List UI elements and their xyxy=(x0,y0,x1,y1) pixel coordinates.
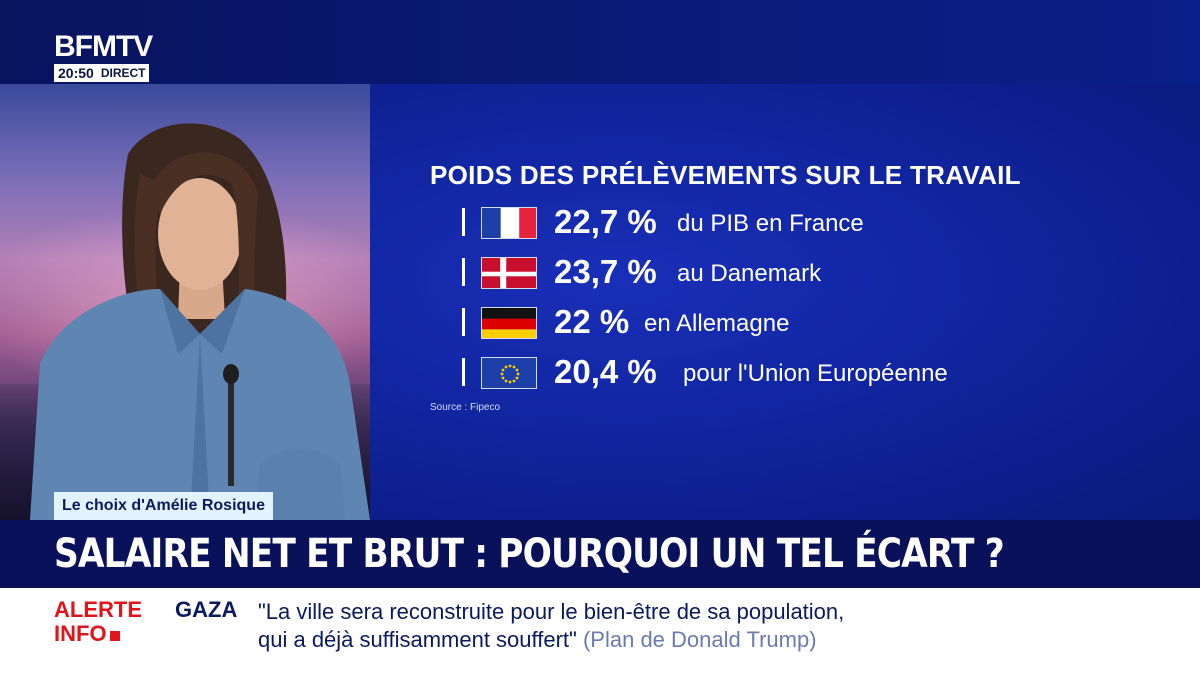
live-label: DIRECT xyxy=(98,64,150,82)
stat-value: 20,4 % xyxy=(554,353,657,390)
clock-time: 20:50 xyxy=(54,64,99,82)
ticker-quote-line2: qui a déjà suffisamment souffert" xyxy=(258,627,577,652)
channel-logo: BFMTV xyxy=(54,30,153,63)
stat-label: pour l'Union Européenne xyxy=(683,360,948,387)
infographic-title: POIDS DES PRÉLÈVEMENTS SUR LE TRAVAIL xyxy=(430,160,1021,190)
stat-label: au Danemark xyxy=(677,260,822,287)
row-marker xyxy=(462,358,465,386)
stat-label: du PIB en France xyxy=(677,210,864,237)
source-note: Source : Fipeco xyxy=(430,402,501,413)
segment-caption: Le choix d'Amélie Rosique xyxy=(54,492,273,520)
news-ticker: ALERTE INFO GAZA "La ville sera reconstr… xyxy=(0,588,1200,675)
stat-value: 22 % xyxy=(554,303,630,340)
ticker-attribution: (Plan de Donald Trump) xyxy=(582,627,817,652)
live-indicator: 20:50 DIRECT xyxy=(54,64,150,82)
ticker-topic: GAZA xyxy=(175,597,238,622)
stat-value: 23,7 % xyxy=(554,253,657,290)
stat-value: 22,7 % xyxy=(554,203,657,240)
row-marker xyxy=(462,208,465,236)
alert-label: ALERTE xyxy=(54,597,142,622)
france-flag-icon xyxy=(481,207,537,239)
top-band xyxy=(0,0,1200,84)
alert-dot-icon xyxy=(109,631,120,641)
row-marker xyxy=(462,308,465,336)
stat-label: en Allemagne xyxy=(644,310,790,337)
studio-video xyxy=(0,84,370,520)
ticker-text: "La ville sera reconstruite pour le bien… xyxy=(258,598,958,654)
headline-band: SALAIRE NET ET BRUT : POURQUOI UN TEL ÉC… xyxy=(0,520,1200,588)
infographic-panel: POIDS DES PRÉLÈVEMENTS SUR LE TRAVAIL 22… xyxy=(370,84,1200,520)
row-marker xyxy=(462,258,465,286)
denmark-flag-icon xyxy=(481,257,537,289)
eu-flag-icon xyxy=(481,357,537,389)
germany-flag-icon xyxy=(481,307,537,339)
presenter-figure xyxy=(30,123,370,520)
alert-info-badge: ALERTE INFO xyxy=(54,598,164,646)
ticker-quote-line1: "La ville sera reconstruite pour le bien… xyxy=(258,599,845,624)
info-label: INFO xyxy=(54,621,107,646)
headline: SALAIRE NET ET BRUT : POURQUOI UN TEL ÉC… xyxy=(54,531,1005,577)
